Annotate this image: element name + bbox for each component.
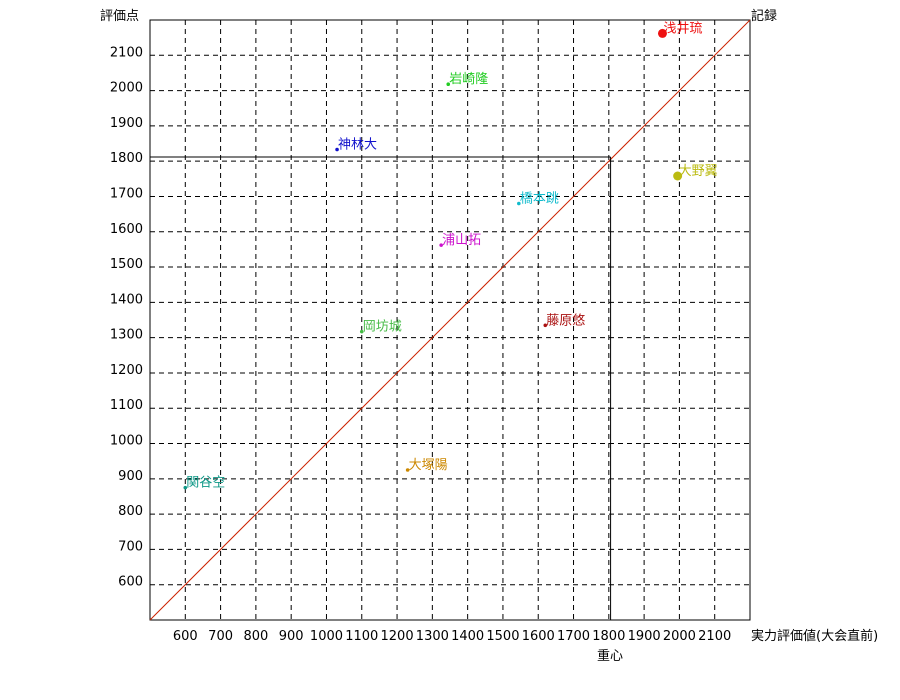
y-tick-label: 1900 xyxy=(110,116,143,131)
data-point xyxy=(439,243,443,247)
tick-labels: 600 700 800 900 1000 1100 1200 1300 1400 1500 1600… xyxy=(110,45,731,644)
y-tick-label: 600 xyxy=(118,575,143,590)
y-tick-label: 1200 xyxy=(110,363,143,378)
y-tick-label: 1100 xyxy=(110,398,143,413)
data-point xyxy=(657,28,667,38)
data-point-label: 浦山拓 xyxy=(442,233,481,248)
y-tick-label: 1500 xyxy=(110,257,143,272)
y-tick-label: 1000 xyxy=(110,434,143,449)
y-tick-label: 2000 xyxy=(110,81,143,96)
axes xyxy=(149,19,751,621)
data-point-label: 岡坊城 xyxy=(363,320,402,335)
y-tick-label: 900 xyxy=(118,469,143,484)
y-tick-label: 1400 xyxy=(110,292,143,307)
data-point xyxy=(673,171,683,181)
x-tick-label: 1600 xyxy=(522,629,555,644)
x-tick-label: 900 xyxy=(279,629,304,644)
data-point-label: 藤原悠 xyxy=(546,313,585,328)
data-point-label: 岩崎隆 xyxy=(449,72,488,87)
data-point xyxy=(517,201,521,206)
data-point-label: 橋本跳 xyxy=(520,192,559,207)
data-point-label: 浅井琉 xyxy=(663,21,702,36)
y-tick-label: 700 xyxy=(118,539,143,554)
x-tick-label: 1900 xyxy=(628,629,661,644)
data-point xyxy=(405,468,410,472)
y-tick-label: 1600 xyxy=(110,222,143,237)
x-tick-label: 1200 xyxy=(381,629,414,644)
y-tick-label: 2100 xyxy=(110,45,143,60)
x-tick-label: 2100 xyxy=(698,629,731,644)
data-point xyxy=(183,485,188,490)
x-tick-label: 1000 xyxy=(310,629,343,644)
x-tick-label: 2000 xyxy=(663,629,696,644)
y-tick-label: 800 xyxy=(118,504,143,519)
data-point xyxy=(335,147,339,152)
data-point-label: 大野翼 xyxy=(679,164,718,179)
data-point xyxy=(359,329,364,334)
centroid-label: 重心 xyxy=(597,648,623,664)
y-tick-label: 1700 xyxy=(110,186,143,201)
y-tick-label: 1300 xyxy=(110,328,143,343)
x-tick-label: 600 xyxy=(173,629,198,644)
x-axis-label: 実力評価値(大会直前) xyxy=(751,628,878,644)
x-tick-label: 1100 xyxy=(345,629,378,644)
diagonal-line xyxy=(149,19,751,621)
x-tick-label: 1300 xyxy=(416,629,449,644)
x-tick-label: 1700 xyxy=(557,629,590,644)
y-axis-label: 評価点 xyxy=(100,9,139,24)
x-tick-label: 800 xyxy=(243,629,268,644)
data-point xyxy=(543,323,548,328)
data-point-label: 大塚陽 xyxy=(409,458,448,473)
x-tick-label: 1500 xyxy=(486,629,519,644)
x-tick-label: 1800 xyxy=(592,629,625,644)
data-point xyxy=(446,82,451,87)
data-point-label: 神林大 xyxy=(338,138,377,153)
y-tick-label: 1800 xyxy=(110,151,143,166)
x-tick-label: 700 xyxy=(208,629,233,644)
grid-lines xyxy=(150,20,750,620)
diagonal-label: 記録 xyxy=(751,8,777,24)
x-tick-label: 1400 xyxy=(451,629,484,644)
plot-frame xyxy=(149,19,751,621)
data-point-label: 関谷空 xyxy=(186,476,225,491)
